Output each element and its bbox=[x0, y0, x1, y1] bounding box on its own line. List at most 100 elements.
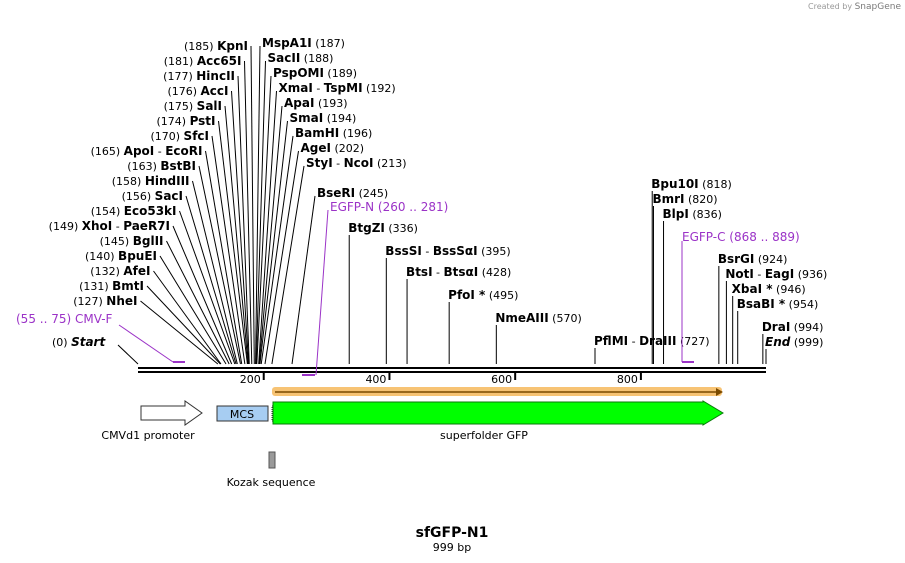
enzyme-styi[interactable]: StyI bbox=[306, 156, 333, 170]
enzyme-bstbi[interactable]: BstBI bbox=[160, 159, 196, 173]
cut-site-leader bbox=[185, 195, 237, 365]
site-position: (213) bbox=[374, 157, 407, 170]
feature-label-mcs: MCS bbox=[230, 408, 254, 421]
enzyme-agei[interactable]: AgeI bbox=[301, 141, 331, 155]
enzyme-sfci[interactable]: SfcI bbox=[184, 129, 209, 143]
enzyme-paer7i[interactable]: PaeR7I bbox=[123, 219, 170, 233]
enzyme-hindiii[interactable]: HindIII bbox=[145, 174, 190, 188]
enzyme-label-left: (156) SacI bbox=[122, 189, 183, 203]
enzyme-bsssi[interactable]: BssSI bbox=[385, 244, 422, 258]
site-position: (196) bbox=[339, 127, 372, 140]
enzyme-pfoi[interactable]: PfoI * bbox=[448, 288, 486, 302]
enzyme-label-right: XmaI - TspMI (192) bbox=[279, 81, 396, 95]
enzyme-label-left: (181) Acc65I bbox=[164, 54, 242, 68]
enzyme-ncoi[interactable]: NcoI bbox=[344, 156, 374, 170]
enzyme-eco53ki[interactable]: Eco53kI bbox=[124, 204, 177, 218]
enzyme-label-left: (163) BstBI bbox=[127, 159, 196, 173]
enzyme-end[interactable]: End bbox=[765, 335, 791, 349]
enzyme-ecori[interactable]: EcoRI bbox=[165, 144, 202, 158]
enzyme-label-right: PspOMI (189) bbox=[273, 66, 357, 80]
site-position: (727) bbox=[676, 335, 709, 348]
enzyme-btsi[interactable]: BtsI bbox=[406, 265, 433, 279]
feature-promoter[interactable] bbox=[140, 400, 203, 426]
enzyme-bsrgi[interactable]: BsrGI bbox=[718, 252, 755, 266]
site-position: (193) bbox=[314, 97, 347, 110]
enzyme-label-left: (170) SfcI bbox=[150, 129, 209, 143]
site-position: (163) bbox=[127, 160, 160, 173]
enzyme-kpni[interactable]: KpnI bbox=[217, 39, 248, 53]
enzyme-blpi[interactable]: BlpI bbox=[663, 207, 689, 221]
enzyme-xbai[interactable]: XbaI * bbox=[732, 282, 774, 296]
enzyme-bglii[interactable]: BglII bbox=[133, 234, 164, 248]
feature-kozak[interactable] bbox=[268, 451, 276, 469]
enzyme-acci[interactable]: AccI bbox=[201, 84, 229, 98]
enzyme-nmeaiii[interactable]: NmeAIII bbox=[495, 311, 548, 325]
site-position: (140) bbox=[85, 250, 118, 263]
cut-site-leader bbox=[271, 165, 305, 365]
cut-site-leader bbox=[256, 75, 272, 365]
site-position: (177) bbox=[163, 70, 196, 83]
enzyme-xmai[interactable]: XmaI bbox=[279, 81, 313, 95]
enzyme-bsabi[interactable]: BsaBI * bbox=[737, 297, 786, 311]
enzyme-bsssαi[interactable]: BssSαI bbox=[433, 244, 478, 258]
enzyme-label-left: (165) ApoI - EcoRI bbox=[91, 144, 203, 158]
enzyme-pspomi[interactable]: PspOMI bbox=[273, 66, 324, 80]
enzyme-label-left: (140) BpuEI bbox=[85, 249, 157, 263]
enzyme-label-mid: PflMI - DraIII (727) bbox=[594, 334, 710, 348]
enzyme-sacii[interactable]: SacII bbox=[268, 51, 301, 65]
enzyme-bamhi[interactable]: BamHI bbox=[295, 126, 339, 140]
enzyme-hincii[interactable]: HincII bbox=[196, 69, 235, 83]
enzyme-bmri[interactable]: BmrI bbox=[652, 192, 684, 206]
enzyme-xhoi[interactable]: XhoI bbox=[82, 219, 113, 233]
site-position: (188) bbox=[300, 52, 333, 65]
enzyme-bpuei[interactable]: BpuEI bbox=[118, 249, 157, 263]
cut-site-leader bbox=[259, 120, 288, 365]
enzyme-apoi[interactable]: ApoI bbox=[124, 144, 155, 158]
enzyme-drai[interactable]: DraI bbox=[762, 320, 790, 334]
site-position: (145) bbox=[100, 235, 133, 248]
enzyme-draiii[interactable]: DraIII bbox=[639, 334, 676, 348]
enzyme-bpu10i[interactable]: Bpu10I bbox=[651, 177, 698, 191]
enzyme-label-left: (175) SalI bbox=[164, 99, 222, 113]
ruler-ticks: 200 400 600 800 bbox=[240, 372, 642, 386]
cut-site-leader bbox=[211, 135, 246, 365]
enzyme-tspmi[interactable]: TspMI bbox=[324, 81, 363, 95]
enzyme-sali[interactable]: SalI bbox=[197, 99, 222, 113]
cut-site-leader bbox=[198, 165, 241, 365]
enzyme-smai[interactable]: SmaI bbox=[290, 111, 324, 125]
enzyme-btgzi[interactable]: BtgZI bbox=[348, 221, 385, 235]
enzyme-label-right-side: NotI - EagI (936) bbox=[725, 267, 827, 281]
enzyme-apai[interactable]: ApaI bbox=[284, 96, 314, 110]
enzyme-btsαi[interactable]: BtsαI bbox=[444, 265, 479, 279]
enzyme-label-right-side: End (999) bbox=[765, 335, 823, 349]
primer-label-egfp-c[interactable]: EGFP-C (868 .. 889) bbox=[682, 230, 800, 244]
enzyme-acc65i[interactable]: Acc65I bbox=[197, 54, 242, 68]
enzyme-nhei[interactable]: NheI bbox=[106, 294, 137, 308]
enzyme-bmti[interactable]: BmtI bbox=[112, 279, 144, 293]
cut-site-leader bbox=[255, 45, 261, 365]
enzyme-pflmi[interactable]: PflMI bbox=[594, 334, 628, 348]
enzyme-noti[interactable]: NotI bbox=[725, 267, 754, 281]
enzyme-afei[interactable]: AfeI bbox=[123, 264, 150, 278]
enzyme-mspa1i[interactable]: MspA1I bbox=[262, 36, 312, 50]
site-position: (428) bbox=[478, 266, 511, 279]
site-position: (192) bbox=[363, 82, 396, 95]
primer-label-egfp-n[interactable]: EGFP-N (260 .. 281) bbox=[330, 200, 448, 214]
enzyme-label-left: (127) NheI bbox=[73, 294, 137, 308]
feature-mcs[interactable] bbox=[216, 405, 269, 422]
primer-range: (868 .. 889) bbox=[729, 230, 799, 244]
enzyme-eagi[interactable]: EagI bbox=[765, 267, 794, 281]
cut-site-leader bbox=[258, 90, 277, 365]
primer-label-cmv-f[interactable]: (55 .. 75) CMV-F bbox=[16, 312, 113, 326]
feature-superfolder-gfp[interactable] bbox=[272, 400, 724, 426]
enzyme-bseri[interactable]: BseRI bbox=[317, 186, 355, 200]
enzyme-label-left: (185) KpnI bbox=[184, 39, 248, 53]
site-position: (176) bbox=[167, 85, 200, 98]
enzyme-label-right: StyI - NcoI (213) bbox=[306, 156, 407, 170]
enzyme-saci[interactable]: SacI bbox=[155, 189, 183, 203]
start-marker[interactable]: Start bbox=[71, 335, 106, 349]
enzyme-psti[interactable]: PstI bbox=[190, 114, 216, 128]
cut-site-leader bbox=[231, 90, 250, 365]
enzyme-label-mid: BtsI - BtsαI (428) bbox=[406, 265, 511, 279]
ruler-tick-label: 200 bbox=[240, 373, 261, 386]
